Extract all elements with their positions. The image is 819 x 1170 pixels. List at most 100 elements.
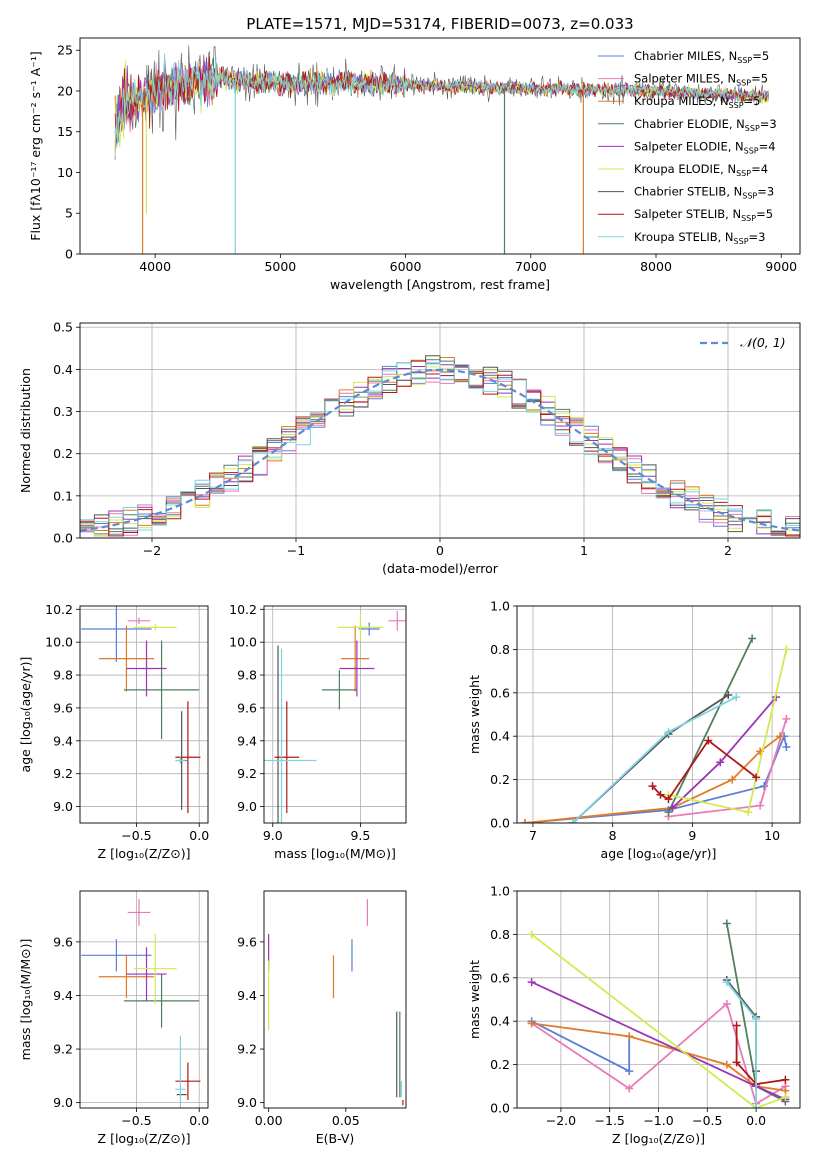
z-age-panel: −0.5 0.0 9.0 9.2 9.4 9.6 9.8 10.0 10.2 Z [log₁₀(Z…	[18, 602, 209, 861]
residuals-ytick-label: 0.1	[53, 488, 73, 503]
mass-age-ytick-label: 10.2	[229, 602, 257, 617]
cumulative-line	[531, 933, 786, 1108]
ebv-mass-ytick-label: 9.4	[237, 988, 257, 1003]
cumulative-z-plot-area	[527, 919, 790, 1108]
cumulative-marker	[656, 790, 665, 799]
z-age-ytick-label: 9.2	[53, 766, 73, 781]
spectrum-xtick-label: 4000	[139, 259, 171, 274]
residuals-ytick-label: 0.5	[53, 320, 73, 335]
cumulative-z-xlabel: Z [log₁₀(Z/Z⊙)]	[612, 1131, 705, 1146]
cumulative-z-ytick-label: 0.4	[490, 1014, 510, 1029]
cumulative-marker	[748, 634, 757, 643]
cumulative-age-ytick-label: 0.6	[490, 685, 510, 700]
z-age-plot-area	[81, 606, 201, 814]
spectrum-ytick-label: 15	[57, 124, 73, 139]
residuals-ytick-label: 0.4	[53, 362, 73, 377]
spectrum-ytick-label: 0	[65, 247, 73, 262]
spectrum-ytick-label: 10	[57, 165, 73, 180]
cumulative-marker	[752, 1015, 761, 1024]
cumulative-z-ytick-label: 1.0	[490, 884, 510, 899]
cumulative-marker	[664, 808, 673, 817]
residuals-xtick-label: 0	[436, 543, 444, 558]
cumulative-marker	[756, 801, 765, 810]
cumulative-age-ytick-label: 1.0	[490, 599, 510, 614]
legend-label: Chabrier STELIB, NSSP=3	[634, 185, 774, 201]
cumulative-marker	[527, 1019, 536, 1028]
cumulative-z-xtick-label: −1.0	[643, 1113, 673, 1128]
cumulative-marker	[752, 1104, 761, 1108]
legend-label: Kroupa STELIB, NSSP=3	[634, 230, 765, 246]
cumulative-marker	[781, 1075, 790, 1084]
z-mass-ytick-label: 9.4	[53, 988, 73, 1003]
spectrum-line	[114, 53, 770, 146]
z-mass-ytick-label: 9.2	[53, 1042, 73, 1057]
cumulative-age-plot-area	[520, 634, 791, 823]
spectrum-ytick-label: 20	[57, 83, 73, 98]
z-age-ytick-label: 9.8	[53, 668, 73, 683]
z-mass-ylabel: mass [log₁₀(M/M⊙)]	[18, 939, 33, 1061]
cumulative-z-ytick-label: 0.6	[490, 970, 510, 985]
z-age-ytick-label: 10.0	[45, 635, 73, 650]
z-mass-xtick-label: −0.5	[121, 1113, 151, 1128]
cumulative-marker	[744, 808, 753, 817]
cumulative-marker	[625, 1067, 634, 1076]
ebv-mass-xtick-label: 0.00	[255, 1113, 283, 1128]
spectrum-ylabel: Flux [fλ10⁻¹⁷ erg cm⁻² s⁻¹ A⁻¹]	[28, 51, 43, 240]
residuals-xlabel: (data-model)/error	[382, 561, 499, 576]
mass-age-xlabel: mass [log₁₀(M/M⊙)]	[274, 846, 396, 861]
residuals-ylabel: Normed distribution	[18, 368, 33, 493]
ebv-mass-xtick-label: 0.05	[332, 1113, 360, 1128]
cumulative-marker	[732, 693, 741, 702]
legend-label: Salpeter STELIB, NSSP=5	[634, 207, 773, 223]
cumulative-age-ytick-label: 0.8	[490, 642, 510, 657]
legend-label: Salpeter MILES, NSSP=5	[634, 72, 768, 88]
cumulative-age-xtick-label: 10	[764, 828, 780, 843]
cumulative-marker	[664, 727, 673, 736]
z-age-ytick-label: 10.2	[45, 602, 73, 617]
cumulative-z-xtick-label: −1.5	[595, 1113, 625, 1128]
plot-layer: 4000 5000 6000 7000 8000 90000510152025wavele…	[18, 37, 801, 1146]
z-age-ylabel: age [log₁₀(age/yr)]	[18, 657, 33, 773]
figure-title: PLATE=1571, MJD=53174, FIBERID=0073, z=0…	[246, 15, 633, 33]
z-age-xlabel: Z [log₁₀(Z/Z⊙)]	[98, 846, 191, 861]
residuals-frame	[79, 322, 801, 539]
spectrum-xtick-label: 7000	[515, 259, 547, 274]
cumulative-line	[667, 638, 754, 813]
legend-label: 𝒩(0, 1)	[740, 335, 786, 350]
legend-label: Salpeter ELODIE, NSSP=4	[634, 139, 776, 155]
spectrum-ytick-label: 5	[65, 206, 73, 221]
cumulative-marker	[527, 978, 536, 987]
cumulative-z-xtick-label: −0.5	[692, 1113, 722, 1128]
ebv-mass-xlabel: E(B-V)	[316, 1131, 355, 1146]
spectrum-xlabel: wavelength [Angstrom, rest frame]	[330, 277, 550, 292]
cumulative-marker	[781, 1093, 790, 1102]
cumulative-z-frame	[516, 890, 801, 1109]
z-mass-frame	[79, 890, 209, 1109]
z-age-frame	[79, 605, 209, 824]
cumulative-age-xtick-label: 8	[609, 828, 617, 843]
spectrum-xtick-label: 5000	[264, 259, 296, 274]
cumulative-marker	[568, 819, 577, 823]
cumulative-marker	[728, 775, 737, 784]
cumulative-z-xtick-label: −2.0	[546, 1113, 576, 1128]
z-age-xtick-label: −0.5	[121, 828, 151, 843]
mass-age-ytick-label: 9.0	[237, 799, 257, 814]
spectrum-frame	[79, 37, 801, 255]
legend-label: Chabrier ELODIE, NSSP=3	[634, 117, 777, 133]
cumulative-age-ytick-label: 0.4	[490, 729, 510, 744]
cumulative-marker	[527, 930, 536, 939]
mass-age-ytick-label: 9.4	[237, 733, 257, 748]
ebv-mass-plot-area	[268, 899, 404, 1106]
cumulative-marker	[752, 773, 761, 782]
spectrum-panel: 4000 5000 6000 7000 8000 9000 0 5 10 15 20 25 wavele…	[28, 37, 801, 292]
cumulative-marker	[625, 1032, 634, 1041]
residuals-ytick-label: 0.2	[53, 446, 73, 461]
ebv-mass-ytick-label: 9.0	[237, 1095, 257, 1110]
z-age-ytick-label: 9.6	[53, 700, 73, 715]
mass-age-frame	[263, 605, 407, 824]
cumulative-marker	[732, 1021, 741, 1030]
spectrum-xtick-label: 8000	[640, 259, 672, 274]
ebv-mass-ytick-label: 9.2	[237, 1042, 257, 1057]
cumulative-marker	[776, 732, 785, 741]
